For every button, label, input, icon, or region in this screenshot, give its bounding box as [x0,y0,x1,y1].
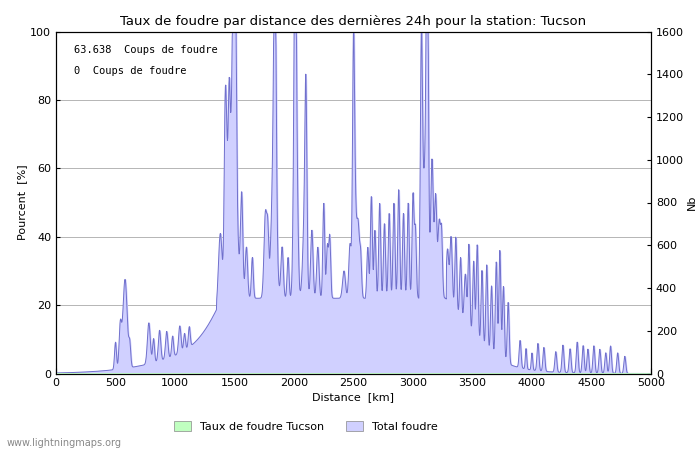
Y-axis label: Pourcent  [%]: Pourcent [%] [18,165,27,240]
Legend: Taux de foudre Tucson, Total foudre: Taux de foudre Tucson, Total foudre [170,417,442,436]
Y-axis label: Nb: Nb [687,195,696,210]
Text: www.lightningmaps.org: www.lightningmaps.org [7,438,122,448]
Text: 0  Coups de foudre: 0 Coups de foudre [74,66,186,76]
X-axis label: Distance  [km]: Distance [km] [312,392,395,403]
Title: Taux de foudre par distance des dernières 24h pour la station: Tucson: Taux de foudre par distance des dernière… [120,14,587,27]
Text: 63.638  Coups de foudre: 63.638 Coups de foudre [74,45,218,55]
